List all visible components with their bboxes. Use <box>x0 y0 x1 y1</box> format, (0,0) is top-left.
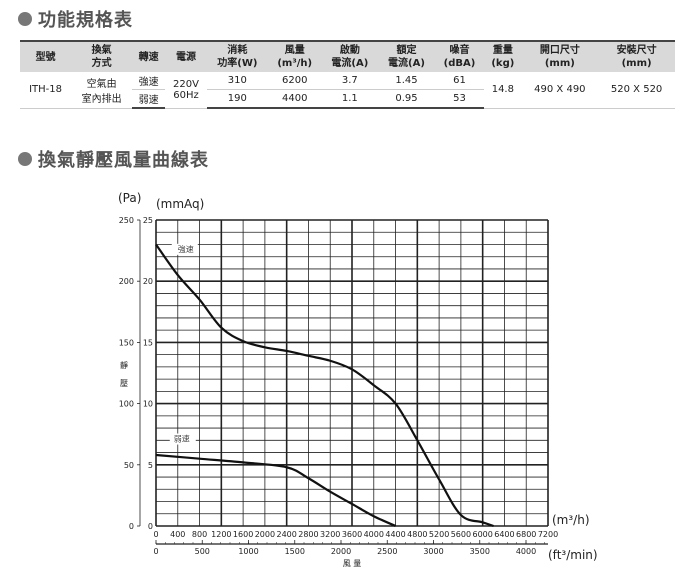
chart-title-text: 換氣靜壓風量曲線表 <box>38 150 209 171</box>
power-cell: 310 <box>206 72 268 90</box>
table-row: 弱速 190 4400 1.1 0.95 53 <box>20 89 675 109</box>
x-unit-cfm: (ft³/min) <box>548 548 598 562</box>
x-tick-label-cfm: 3000 <box>423 547 443 556</box>
x-tick-label-cfm: 500 <box>195 547 210 556</box>
speed-cell: 強速 <box>132 72 166 90</box>
x-tick-label-m3h: 4000 <box>364 530 384 539</box>
rated-current-cell: 1.45 <box>378 72 435 90</box>
series-label-low-speed: 弱速 <box>174 435 190 444</box>
x-tick-label-m3h: 6400 <box>494 530 514 539</box>
spec-header-row: 型號 換氣 方式 轉速 電源 消耗 功率(W) 風量 (m³/h) 啟動 電流(A) 額定 電流(A) 噪… <box>20 40 675 72</box>
noise-cell: 53 <box>434 89 485 109</box>
column-header: 開口尺寸 (mm) <box>521 40 599 72</box>
x-tick-label-m3h: 3200 <box>320 530 340 539</box>
column-header: 噪音 (dBA) <box>434 40 485 72</box>
column-header: 安裝尺寸 (mm) <box>598 40 675 72</box>
x-tick-label-m3h: 400 <box>170 530 185 539</box>
series-line-high-speed <box>155 243 494 528</box>
x-tick-label-cfm: 2000 <box>331 547 351 556</box>
x-tick-label-m3h: 6000 <box>472 530 492 539</box>
y-tick-label-pa: 0 <box>129 522 134 531</box>
start-current-cell: 3.7 <box>321 72 379 90</box>
series-label-high-speed: 強速 <box>178 244 194 254</box>
x-tick-label-cfm: 1000 <box>238 547 258 556</box>
model-cell: ITH-18 <box>20 72 72 109</box>
y-tick-label-pa: 50 <box>124 461 134 470</box>
airflow-cell: 6200 <box>267 72 322 90</box>
bullet-icon <box>18 12 32 26</box>
rated-current-cell: 0.95 <box>378 89 435 109</box>
x-tick-label-m3h: 2800 <box>298 530 318 539</box>
y-axis-label: 壓 <box>120 379 128 388</box>
spec-section-title: 功能規格表 <box>18 6 133 32</box>
speed-cell: 弱速 <box>132 89 166 109</box>
table-row: ITH-18 空氣由 室內排出 強速 220V 60Hz 310 6200 3.7 … <box>20 72 675 109</box>
x-tick-label-cfm: 0 <box>153 547 158 556</box>
x-unit-m3h: (m³/h) <box>552 513 590 527</box>
x-tick-label-cfm: 1500 <box>285 547 305 556</box>
y-unit-mmaq: (mmAq) <box>156 197 204 211</box>
spec-table: 型號 換氣 方式 轉速 電源 消耗 功率(W) 風量 (m³/h) 啟動 電流(A) 額定 電流(A) 噪… <box>20 40 675 109</box>
y-tick-label-pa: 100 <box>119 400 134 409</box>
x-tick-label-m3h: 5200 <box>429 530 449 539</box>
y-tick-label-mmaq: 20 <box>143 277 153 286</box>
x-tick-label-m3h: 7200 <box>538 530 558 539</box>
column-header: 消耗 功率(W) <box>206 40 268 72</box>
x-tick-label-m3h: 1200 <box>211 530 231 539</box>
y-tick-label-pa: 150 <box>119 338 134 347</box>
start-current-cell: 1.1 <box>321 89 379 109</box>
y-unit-pa: (Pa) <box>118 191 141 205</box>
airflow-cell: 4400 <box>267 89 322 109</box>
column-header: 重量 (kg) <box>484 40 522 72</box>
x-axis-label: 風 量 <box>343 559 362 568</box>
opening-size-cell: 490 X 490 <box>521 72 599 109</box>
x-tick-label-m3h: 4800 <box>407 530 427 539</box>
power-supply-cell: 220V 60Hz <box>165 72 207 109</box>
x-tick-label-cfm: 4000 <box>516 547 536 556</box>
y-tick-label-mmaq: 5 <box>148 461 153 470</box>
series-label-background <box>171 243 198 255</box>
x-tick-label-cfm: 2500 <box>377 547 397 556</box>
x-tick-label-m3h: 4400 <box>385 530 405 539</box>
y-tick-label-mmaq: 10 <box>143 400 153 409</box>
column-header: 轉速 <box>132 40 166 72</box>
x-tick-label-cfm: 3500 <box>470 547 490 556</box>
weight-cell: 14.8 <box>484 72 522 109</box>
series-line-low-speed <box>155 453 397 528</box>
bullet-icon <box>18 152 32 166</box>
x-tick-label-m3h: 5600 <box>451 530 471 539</box>
x-tick-label-m3h: 6800 <box>516 530 536 539</box>
x-tick-label-m3h: 0 <box>153 530 158 539</box>
x-tick-label-m3h: 3600 <box>342 530 362 539</box>
x-tick-label-m3h: 2400 <box>276 530 296 539</box>
y-tick-label-mmaq: 25 <box>143 216 153 225</box>
column-header: 電源 <box>165 40 207 72</box>
method-cell: 空氣由 室內排出 <box>71 72 133 109</box>
y-axis-label: 靜 <box>120 360 128 370</box>
column-header: 型號 <box>20 40 72 72</box>
x-tick-label-m3h: 800 <box>192 530 207 539</box>
power-cell: 190 <box>206 89 268 109</box>
y-tick-label-mmaq: 0 <box>148 522 153 531</box>
x-tick-label-m3h: 2000 <box>255 530 275 539</box>
install-size-cell: 520 X 520 <box>598 72 675 109</box>
noise-cell: 61 <box>434 72 485 90</box>
column-header: 啟動 電流(A) <box>321 40 379 72</box>
chart-section-title: 換氣靜壓風量曲線表 <box>18 146 209 172</box>
column-header: 風量 (m³/h) <box>267 40 322 72</box>
y-tick-label-pa: 200 <box>119 277 134 286</box>
column-header: 換氣 方式 <box>71 40 133 72</box>
column-header: 額定 電流(A) <box>378 40 435 72</box>
y-tick-label-mmaq: 15 <box>143 338 153 347</box>
series-label-background <box>169 433 196 445</box>
y-tick-label-pa: 250 <box>119 216 134 225</box>
x-tick-label-m3h: 1600 <box>233 530 253 539</box>
spec-title-text: 功能規格表 <box>38 10 133 31</box>
